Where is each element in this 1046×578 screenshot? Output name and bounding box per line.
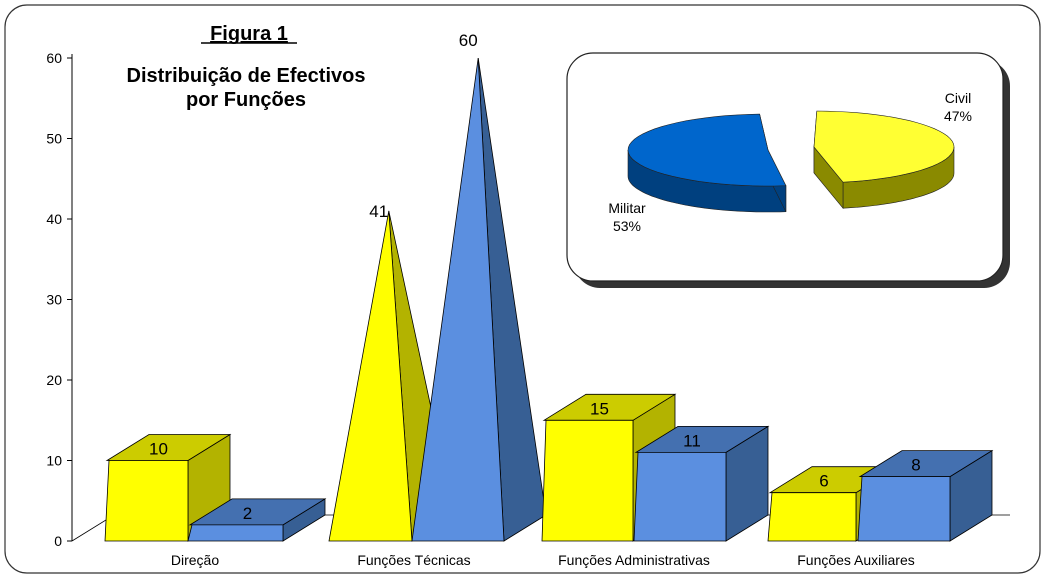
pie-slice-top bbox=[813, 110, 955, 183]
pie-slice-top bbox=[627, 113, 787, 187]
figure-label: Figura 1 bbox=[210, 23, 288, 45]
data-label: 11 bbox=[683, 431, 701, 450]
bar-front bbox=[633, 451, 727, 542]
pie-label-civil: Civil bbox=[945, 90, 971, 106]
y-tick-label: 0 bbox=[54, 533, 62, 549]
pie-label-militar: Militar bbox=[608, 200, 646, 216]
y-tick-label: 30 bbox=[46, 292, 62, 308]
bar-blue-1 bbox=[411, 57, 547, 542]
pie-percent-civil: 47% bbox=[944, 108, 972, 124]
data-label: 8 bbox=[911, 456, 920, 475]
data-label: 6 bbox=[819, 472, 828, 491]
x-tick-label: Direção bbox=[171, 552, 219, 568]
y-tick-label: 40 bbox=[46, 211, 62, 227]
pie-percent-militar: 53% bbox=[613, 218, 641, 234]
x-tick-label: Funções Auxiliares bbox=[797, 552, 915, 568]
bar-front bbox=[187, 524, 284, 542]
x-axis: Direção Funções Técnicas Funções Administr… bbox=[171, 552, 915, 568]
bar-plot-area: 10 2 41 60 15 11 6 8 bbox=[71, 31, 1010, 542]
y-tick-label: 20 bbox=[46, 372, 62, 388]
data-label: 2 bbox=[243, 504, 252, 523]
bar-blue-3 bbox=[857, 449, 994, 542]
bar-blue-2 bbox=[633, 425, 770, 542]
bar-blue-0 bbox=[187, 498, 327, 542]
y-tick-label: 10 bbox=[46, 453, 62, 469]
data-label: 15 bbox=[590, 399, 609, 418]
x-tick-label: Funções Administrativas bbox=[558, 552, 710, 568]
pie-chart: Civil 47% Militar 53% bbox=[608, 90, 972, 234]
bar-front bbox=[857, 476, 951, 542]
data-label: 41 bbox=[369, 202, 388, 221]
bar-front bbox=[411, 57, 505, 542]
bar-front bbox=[104, 460, 189, 542]
bar-front bbox=[767, 492, 857, 542]
pie-slice-civil bbox=[813, 110, 955, 210]
y-tick-label: 50 bbox=[46, 131, 62, 147]
chart-title-line1: Distribuição de Efectivos bbox=[127, 65, 366, 87]
pie-inset: Civil 47% Militar 53% bbox=[566, 52, 1010, 288]
pie-inset-frame bbox=[566, 52, 1004, 282]
chart-title-line2: por Funções bbox=[186, 89, 306, 111]
x-tick-label: Funções Técnicas bbox=[357, 552, 470, 568]
bar-front bbox=[541, 419, 634, 542]
pie-slice-militar bbox=[627, 113, 787, 213]
bar-front bbox=[328, 210, 413, 542]
y-axis: 0 10 20 30 40 50 60 bbox=[46, 50, 73, 549]
data-label: 10 bbox=[149, 440, 168, 459]
data-label: 60 bbox=[459, 31, 478, 50]
y-tick-label: 60 bbox=[46, 50, 62, 66]
